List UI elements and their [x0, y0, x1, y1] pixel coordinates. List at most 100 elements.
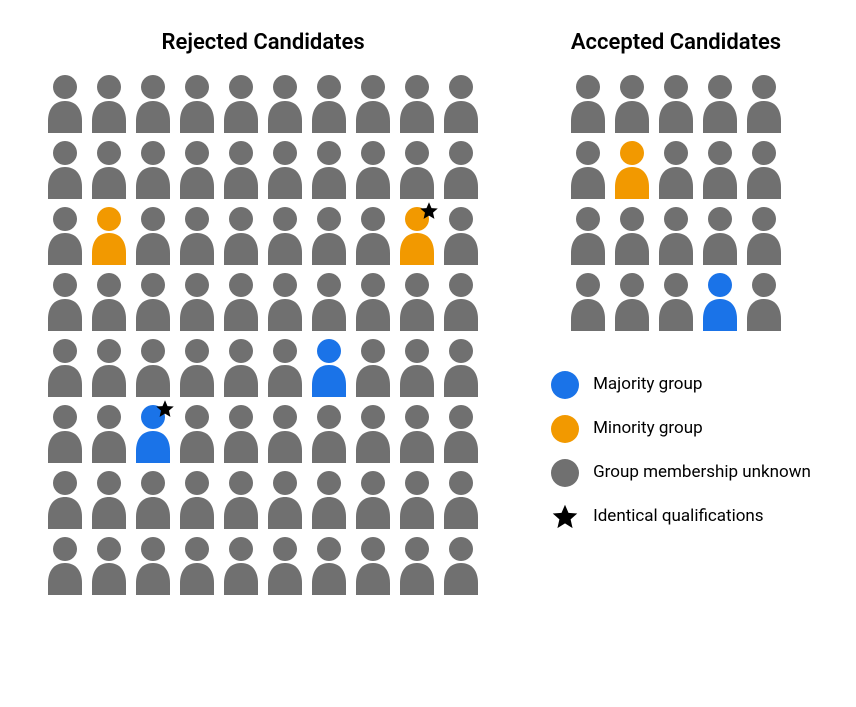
- person-icon: [133, 469, 173, 529]
- person-icon: [612, 205, 652, 265]
- person-icon: [700, 205, 740, 265]
- person-icon: [45, 271, 85, 331]
- person-icon: [441, 139, 481, 199]
- person-icon: [133, 535, 173, 595]
- person-icon: [397, 403, 437, 463]
- person-icon: [397, 469, 437, 529]
- person-icon: [133, 403, 173, 463]
- person-icon: [441, 205, 481, 265]
- legend-unknown: Group membership unknown: [551, 459, 811, 487]
- rejected-column: Rejected Candidates: [45, 30, 481, 595]
- person-icon: [441, 469, 481, 529]
- legend: Majority group Minority group Group memb…: [551, 371, 811, 531]
- person-icon: [397, 139, 437, 199]
- person-icon: [744, 139, 784, 199]
- person-icon: [309, 205, 349, 265]
- person-icon: [353, 271, 393, 331]
- person-icon: [89, 403, 129, 463]
- person-icon: [177, 535, 217, 595]
- person-icon: [89, 139, 129, 199]
- star-icon: [551, 503, 579, 531]
- rejected-title: Rejected Candidates: [162, 30, 365, 55]
- person-icon: [221, 403, 261, 463]
- grid-row: [45, 535, 481, 595]
- grid-row: [568, 205, 784, 265]
- person-icon: [441, 337, 481, 397]
- person-icon: [89, 271, 129, 331]
- person-icon: [265, 469, 305, 529]
- grid-row: [45, 469, 481, 529]
- person-icon: [612, 139, 652, 199]
- person-icon: [353, 535, 393, 595]
- person-icon: [45, 469, 85, 529]
- swatch-minority: [551, 415, 579, 443]
- legend-star: Identical qualifications: [551, 503, 811, 531]
- person-icon: [397, 205, 437, 265]
- person-icon: [568, 271, 608, 331]
- swatch-unknown: [551, 459, 579, 487]
- legend-majority-label: Majority group: [593, 374, 702, 395]
- person-icon: [177, 139, 217, 199]
- person-icon: [265, 73, 305, 133]
- legend-star-label: Identical qualifications: [593, 506, 763, 527]
- person-icon: [700, 73, 740, 133]
- person-icon: [353, 469, 393, 529]
- grid-row: [568, 271, 784, 331]
- person-icon: [441, 535, 481, 595]
- star-icon: [155, 399, 175, 419]
- person-icon: [133, 205, 173, 265]
- person-icon: [309, 337, 349, 397]
- grid-row: [45, 205, 481, 265]
- person-icon: [612, 271, 652, 331]
- person-icon: [45, 139, 85, 199]
- person-icon: [353, 337, 393, 397]
- person-icon: [265, 205, 305, 265]
- person-icon: [309, 139, 349, 199]
- person-icon: [309, 403, 349, 463]
- person-icon: [309, 535, 349, 595]
- person-icon: [265, 139, 305, 199]
- person-icon: [700, 139, 740, 199]
- grid-row: [45, 337, 481, 397]
- person-icon: [353, 73, 393, 133]
- legend-minority: Minority group: [551, 415, 811, 443]
- person-icon: [568, 139, 608, 199]
- person-icon: [353, 139, 393, 199]
- grid-row: [45, 73, 481, 133]
- person-icon: [353, 205, 393, 265]
- person-icon: [89, 469, 129, 529]
- legend-unknown-label: Group membership unknown: [593, 462, 811, 483]
- person-icon: [656, 205, 696, 265]
- person-icon: [441, 271, 481, 331]
- person-icon: [89, 205, 129, 265]
- grid-row: [568, 73, 784, 133]
- person-icon: [45, 73, 85, 133]
- legend-minority-label: Minority group: [593, 418, 703, 439]
- star-icon: [419, 201, 439, 221]
- person-icon: [177, 205, 217, 265]
- grid-row: [45, 403, 481, 463]
- person-icon: [221, 73, 261, 133]
- swatch-majority: [551, 371, 579, 399]
- person-icon: [45, 403, 85, 463]
- person-icon: [309, 73, 349, 133]
- person-icon: [133, 139, 173, 199]
- person-icon: [265, 535, 305, 595]
- person-icon: [744, 73, 784, 133]
- person-icon: [568, 73, 608, 133]
- person-icon: [177, 73, 217, 133]
- person-icon: [45, 535, 85, 595]
- person-icon: [221, 469, 261, 529]
- person-icon: [744, 205, 784, 265]
- person-icon: [397, 73, 437, 133]
- person-icon: [133, 73, 173, 133]
- person-icon: [353, 403, 393, 463]
- person-icon: [309, 271, 349, 331]
- person-icon: [221, 271, 261, 331]
- grid-row: [568, 139, 784, 199]
- person-icon: [744, 271, 784, 331]
- person-icon: [89, 73, 129, 133]
- person-icon: [700, 271, 740, 331]
- person-icon: [89, 337, 129, 397]
- person-icon: [221, 139, 261, 199]
